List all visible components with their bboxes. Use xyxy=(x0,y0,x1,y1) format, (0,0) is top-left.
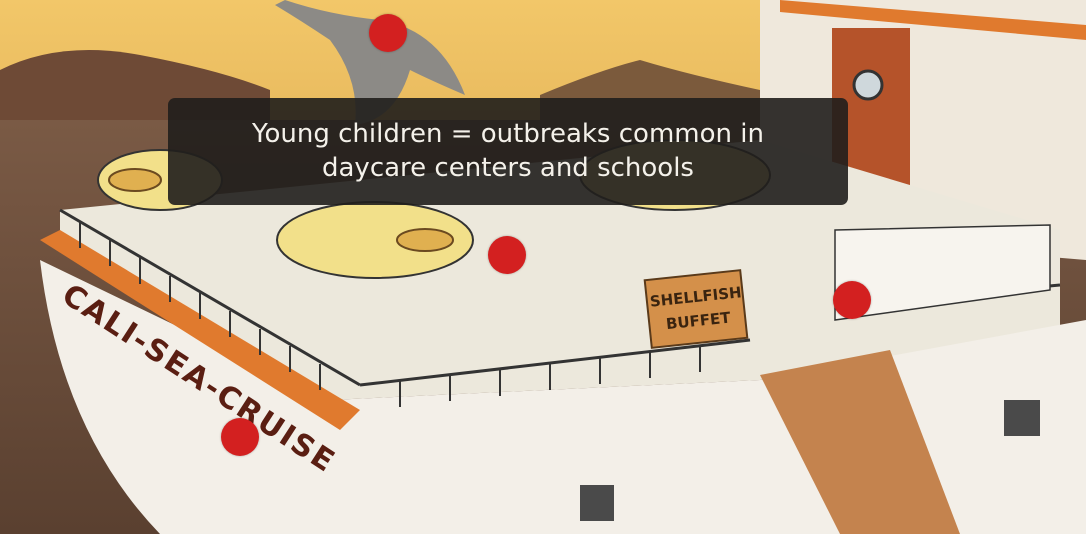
hotspot-whale[interactable] xyxy=(369,14,407,52)
shellfish-buffet-sign: SHELLFISH BUFFET xyxy=(643,269,749,349)
porthole xyxy=(852,69,884,101)
tooltip-text: Young children = outbreaks common in day… xyxy=(252,118,764,183)
cabin-stripe xyxy=(780,0,1086,40)
hotspot-ship-hull[interactable] xyxy=(221,418,259,456)
stairs xyxy=(760,350,960,534)
hotspot-buffet[interactable] xyxy=(833,281,871,319)
hull-window xyxy=(580,485,614,521)
hull-stripe xyxy=(40,230,360,430)
hotspot-child-at-table[interactable] xyxy=(488,236,526,274)
whale xyxy=(275,0,465,125)
hull-window-right xyxy=(1004,400,1040,436)
railing-posts xyxy=(79,222,701,407)
plate xyxy=(396,228,454,252)
info-tooltip: Young children = outbreaks common in day… xyxy=(168,98,848,205)
deck xyxy=(60,140,1060,400)
plate-left xyxy=(108,168,162,192)
